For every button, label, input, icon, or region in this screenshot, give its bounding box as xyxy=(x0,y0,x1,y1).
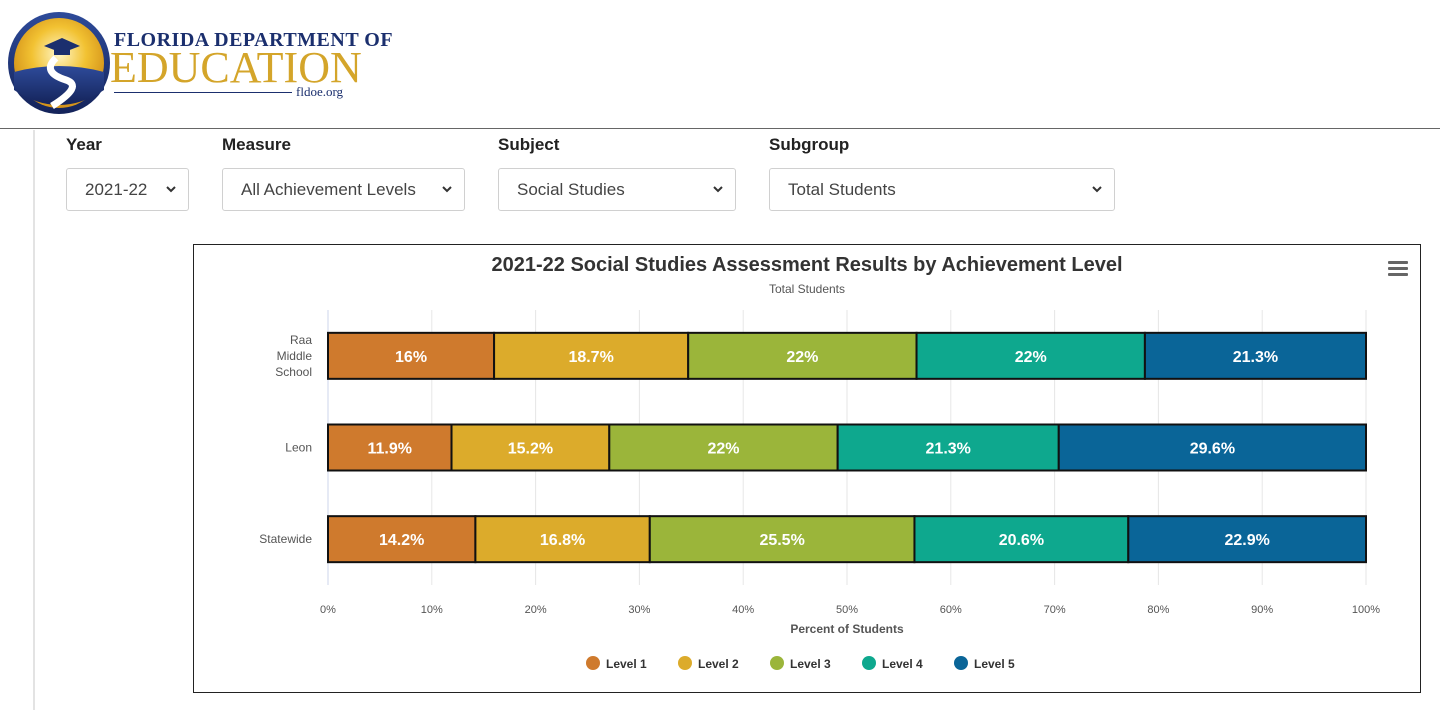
legend-marker xyxy=(770,656,784,670)
x-tick-label: 100% xyxy=(1352,604,1380,616)
x-tick-label: 50% xyxy=(836,604,858,616)
legend-label: Level 5 xyxy=(974,657,1015,671)
x-tick-label: 40% xyxy=(732,604,754,616)
legend-marker xyxy=(586,656,600,670)
data-label: 15.2% xyxy=(508,441,553,458)
bar-segment xyxy=(327,515,477,564)
data-label: 14.2% xyxy=(379,532,424,549)
hamburger-menu-icon[interactable] xyxy=(1388,261,1408,277)
subgroup-select[interactable]: Total Students xyxy=(769,168,1115,211)
data-label: 22% xyxy=(786,349,818,366)
subgroup-label: Subgroup xyxy=(769,135,850,154)
bar-segment xyxy=(327,331,496,380)
data-label: 11.9% xyxy=(368,441,412,458)
category-label: Middle xyxy=(277,349,313,363)
data-label: 22% xyxy=(707,441,739,458)
year-label: Year xyxy=(66,135,102,154)
data-label: 29.6% xyxy=(1190,441,1235,458)
x-tick-label: 20% xyxy=(525,604,547,616)
x-tick-label: 60% xyxy=(940,604,962,616)
bar-segment xyxy=(474,515,651,564)
data-label: 21.3% xyxy=(1233,349,1278,366)
category-label: Raa xyxy=(290,333,312,347)
logo-url: fldoe.org xyxy=(296,84,344,99)
data-label: 18.7% xyxy=(568,349,613,366)
x-tick-label: 0% xyxy=(320,604,336,616)
legend-marker xyxy=(678,656,692,670)
fldoe-logo[interactable] xyxy=(6,10,366,115)
logo-line1: FLORIDA DEPARTMENT OF xyxy=(114,29,394,51)
bar-segment xyxy=(450,423,611,472)
legend-label: Level 1 xyxy=(606,657,647,671)
subgroup-select-value: Total Students xyxy=(788,180,896,199)
category-label: School xyxy=(275,365,312,379)
bar-segment xyxy=(648,515,916,564)
subject-label: Subject xyxy=(498,135,560,154)
data-label: 22% xyxy=(1015,349,1047,366)
bar-chart: 0% 10% 20% 30% 40% 50% 60% 70% 80% 90% 100% Percent… xyxy=(259,310,1380,671)
left-divider xyxy=(33,130,35,710)
subject-select[interactable]: Social Studies xyxy=(498,168,736,211)
measure-select-value: All Achievement Levels xyxy=(241,180,416,199)
logo-divider xyxy=(114,92,292,93)
x-tick-label: 80% xyxy=(1147,604,1169,616)
data-label: 16.8% xyxy=(540,532,585,549)
fldoe-seal-icon xyxy=(8,12,110,114)
site-header: FLORIDA DEPARTMENT OF EDUCATION fldoe.or… xyxy=(0,0,1440,129)
chevron-down-icon xyxy=(1092,186,1102,193)
bar-segment xyxy=(608,423,839,472)
measure-label: Measure xyxy=(222,135,291,154)
legend-label: Level 2 xyxy=(698,657,739,671)
chart-container: 2021-22 Social Studies Assessment Result… xyxy=(193,244,1421,693)
year-select-value: 2021-22 xyxy=(85,180,148,199)
x-tick-label: 90% xyxy=(1251,604,1273,616)
subject-select-value: Social Studies xyxy=(517,180,625,199)
chevron-down-icon xyxy=(442,186,452,193)
x-tick-label: 70% xyxy=(1044,604,1066,616)
data-label: 22.9% xyxy=(1224,532,1269,549)
data-label: 21.3% xyxy=(926,441,971,458)
data-label: 16% xyxy=(395,349,427,366)
x-axis-title: Percent of Students xyxy=(790,622,904,636)
data-label: 25.5% xyxy=(759,532,804,549)
category-label: Statewide xyxy=(259,532,312,546)
bar-segment xyxy=(687,331,918,380)
bar-segment xyxy=(493,331,690,380)
legend-label: Level 4 xyxy=(882,657,923,671)
chevron-down-icon xyxy=(713,186,723,193)
chevron-down-icon xyxy=(166,186,176,193)
chart-title: 2021-22 Social Studies Assessment Result… xyxy=(491,254,1123,276)
x-tick-label: 30% xyxy=(628,604,650,616)
legend-marker xyxy=(954,656,968,670)
data-label: 20.6% xyxy=(999,532,1044,549)
bar-segment xyxy=(1057,423,1367,472)
logo-line2: EDUCATION xyxy=(110,43,362,92)
legend-label: Level 3 xyxy=(790,657,831,671)
x-tick-label: 10% xyxy=(421,604,443,616)
category-label: Leon xyxy=(285,441,312,455)
legend-marker xyxy=(862,656,876,670)
bar-segment xyxy=(1143,331,1367,380)
bar-segment xyxy=(1127,515,1367,564)
measure-select[interactable]: All Achievement Levels xyxy=(222,168,465,211)
bar-segment xyxy=(836,423,1060,472)
chart-subtitle: Total Students xyxy=(768,282,846,296)
bar-segment xyxy=(913,515,1130,564)
year-select[interactable]: 2021-22 xyxy=(66,168,189,211)
